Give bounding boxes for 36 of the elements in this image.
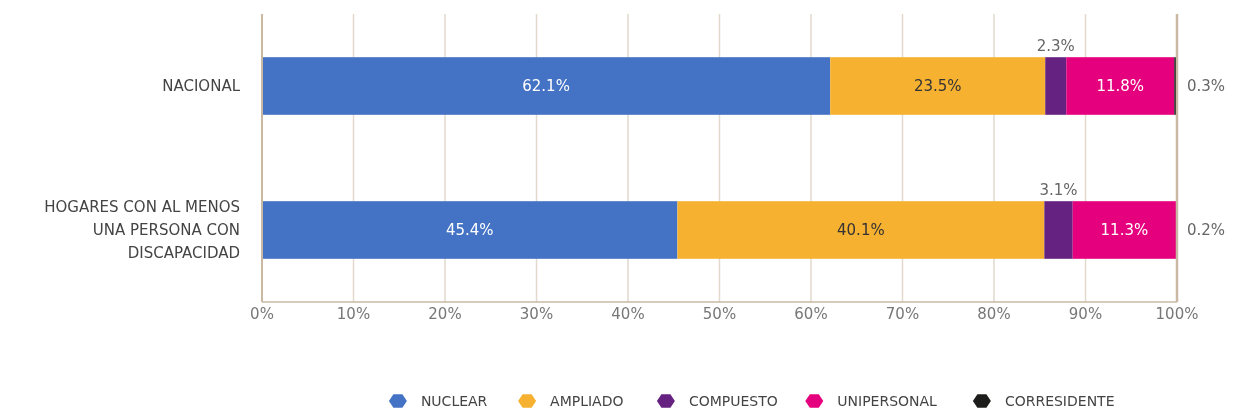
bar [677, 201, 1045, 259]
bar [830, 57, 1046, 115]
legend-label: UNIPERSONAL [837, 392, 938, 409]
x-tick-label: 0% [250, 305, 274, 323]
x-tick-label: 40% [611, 305, 645, 323]
data-label: 3.1% [1039, 181, 1078, 200]
bar [262, 201, 678, 259]
x-tick-label: 100% [1155, 305, 1199, 323]
legend-label: NUCLEAR [420, 392, 488, 409]
legend-label: AMPLIADO [550, 392, 624, 409]
data-label: 11.8% [1096, 77, 1145, 96]
x-tick-label: 20% [428, 305, 462, 323]
data-label: 23.5% [913, 77, 962, 96]
bar [1072, 201, 1177, 259]
data-label: 11.3% [1100, 221, 1149, 240]
bar [1044, 201, 1073, 259]
y-tick-label: HOGARES CON AL MENOS UNA PERSONA CON DISCAPACIDAD [44, 198, 240, 263]
legend-label: COMPUESTO [688, 392, 778, 409]
x-tick-label: 50% [702, 305, 737, 323]
x-tick-label: 70% [885, 305, 920, 323]
bar [262, 57, 831, 115]
legend-label: CORRESIDENTE [1004, 392, 1115, 409]
x-tick-label: 10% [336, 305, 371, 323]
y-tick-label: NACIONAL [162, 77, 241, 96]
bar [1045, 57, 1067, 115]
x-tick-label: 60% [794, 305, 828, 323]
data-label: 2.3% [1036, 37, 1075, 56]
bar [1066, 57, 1175, 115]
x-tick-label: 30% [519, 305, 554, 323]
x-tick-label: 90% [1068, 305, 1103, 323]
data-label: 62.1% [522, 77, 570, 96]
data-label: 40.1% [837, 221, 885, 240]
data-label: 0.2% [1187, 221, 1226, 240]
data-label: 45.4% [445, 221, 494, 240]
data-label: 0.3% [1187, 77, 1226, 96]
x-tick-label: 80% [977, 305, 1011, 323]
